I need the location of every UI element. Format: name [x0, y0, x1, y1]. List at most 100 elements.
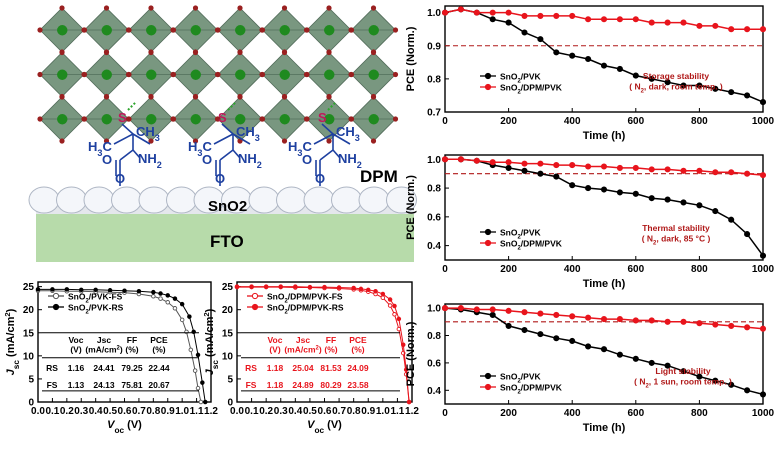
- x-axis-label: Time (h): [583, 422, 626, 434]
- data-point: [569, 162, 576, 169]
- data-point: [158, 296, 163, 301]
- data-point: [712, 169, 719, 176]
- data-point: [600, 346, 608, 353]
- data-point: [489, 311, 496, 319]
- data-point: [744, 170, 751, 177]
- dpm-label: DPM: [360, 167, 398, 186]
- y-tick-label: 5: [227, 374, 233, 385]
- halide-anion: [148, 5, 154, 11]
- y-axis-label: Jsc (mA/cm2): [202, 308, 220, 375]
- data-point: [632, 355, 639, 362]
- metrics-table: Voc(V)Jsc(mA/cm2)FF(%)PCE(%)RS 1.18 25.04 8…: [241, 332, 400, 392]
- halide-anion: [37, 116, 43, 122]
- ester-oxygen: O: [215, 171, 225, 186]
- a-site-cation: [190, 114, 201, 125]
- data-point: [616, 351, 623, 358]
- table-row-label: RS: [245, 363, 257, 373]
- a-site-cation: [368, 114, 379, 125]
- data-point: [192, 368, 198, 373]
- y-axis-label: Jsc (mA/cm2): [3, 308, 21, 375]
- x-tick-label: 0: [442, 116, 448, 127]
- x-tick-label: 0.6: [318, 406, 332, 417]
- data-point: [202, 399, 208, 405]
- data-point: [696, 320, 703, 327]
- carbonyl-oxygen: O: [202, 152, 212, 167]
- y-tick-label: 20: [23, 305, 35, 316]
- y-tick-label: 5: [28, 374, 34, 385]
- data-point: [728, 26, 735, 33]
- data-point: [489, 306, 496, 313]
- halide-anion: [237, 49, 243, 56]
- x-tick-label: 400: [564, 408, 581, 419]
- data-point: [521, 167, 528, 174]
- data-point: [505, 19, 512, 26]
- table-cell: 24.13: [93, 380, 115, 390]
- y-tick-label: 0.4: [427, 386, 441, 397]
- data-point: [569, 337, 576, 345]
- data-point: [380, 295, 386, 300]
- data-point: [664, 79, 671, 86]
- a-site-cation: [279, 114, 290, 125]
- a-site-cation: [57, 69, 68, 80]
- data-point: [179, 301, 185, 307]
- sno2-sphere: [276, 186, 307, 214]
- data-point: [585, 163, 592, 170]
- data-point: [569, 182, 576, 189]
- data-point: [187, 314, 192, 319]
- x-tick-label: 0.6: [118, 406, 132, 417]
- sno2-sphere: [331, 186, 362, 214]
- data-point: [473, 9, 480, 16]
- legend-swatch-marker: [484, 383, 492, 391]
- x-tick-label: 0.3: [74, 406, 88, 417]
- x-tick-label: 1000: [752, 116, 775, 127]
- data-point: [392, 303, 397, 309]
- x-tick-label: 1.2: [204, 406, 218, 417]
- halide-anion: [59, 5, 65, 11]
- halide-anion: [370, 49, 377, 56]
- table-header: PCE: [150, 335, 168, 345]
- data-point: [744, 26, 751, 33]
- data-point: [351, 285, 356, 291]
- molecule-bonds: [213, 123, 251, 186]
- carbonyl-oxygen: O: [302, 152, 312, 167]
- x-tick-label: 0.2: [60, 406, 74, 417]
- sno2-sphere: [358, 186, 390, 214]
- legend-swatch-marker: [484, 83, 492, 91]
- data-point: [293, 284, 298, 289]
- table-row-label: RS: [46, 363, 58, 373]
- data-point: [759, 26, 767, 33]
- data-point: [569, 52, 576, 59]
- data-point: [632, 72, 639, 79]
- table-row-label: FS: [47, 380, 58, 390]
- x-tick-label: 0.5: [103, 406, 117, 417]
- fto-layer: [36, 208, 414, 262]
- jv-curve-chart-pvk: 0.0 0.1 0.2 0.3 0.4 0.5 0.6 0.7 0.8 0.9 1.0 1.1 1.2 0…: [3, 281, 218, 435]
- data-point: [728, 322, 735, 329]
- data-point: [366, 287, 371, 293]
- hydrogen-bond: [327, 101, 337, 111]
- table-cell: 20.67: [148, 380, 170, 390]
- data-point: [616, 16, 623, 23]
- methyl-left: H3C: [88, 139, 112, 158]
- a-site-cation: [101, 25, 112, 36]
- table-header: FF: [127, 335, 137, 345]
- halide-anion: [148, 49, 154, 56]
- data-point: [473, 306, 480, 313]
- data-point: [195, 352, 201, 358]
- x-tick-label: 0.0: [31, 406, 45, 417]
- y-tick-label: 0.6: [427, 212, 441, 223]
- x-tick-label: 1.1: [390, 406, 404, 417]
- data-point: [136, 288, 142, 294]
- y-tick-label: 10: [23, 351, 35, 362]
- light-stability-chart: 0 200 400 600 800 1000 0.4 0.6 0.8 1.0 Time (h) PCE…: [405, 303, 775, 434]
- data-point: [457, 305, 464, 312]
- hydrogen-bond: [127, 101, 137, 111]
- halide-anion: [215, 27, 221, 33]
- x-tick-label: 600: [627, 116, 644, 127]
- halide-anion: [103, 94, 110, 100]
- x-tick-label: 0.2: [259, 406, 273, 417]
- data-point: [441, 305, 449, 312]
- x-tick-label: 400: [564, 264, 581, 275]
- legend-label: SnO2/DPM/PVK-RS: [267, 302, 344, 315]
- data-point: [680, 368, 687, 375]
